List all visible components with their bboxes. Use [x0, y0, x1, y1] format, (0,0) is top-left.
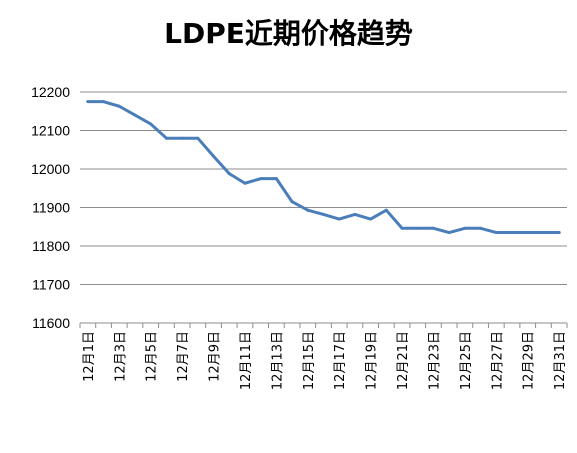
data-point: [369, 217, 373, 221]
y-axis: 11600 11700 11800 11900 12000 12100 12200: [31, 84, 70, 331]
y-tick-label: 11900: [32, 200, 70, 216]
x-tick-label: 12月21日: [396, 331, 411, 390]
data-point: [274, 177, 278, 181]
data-point: [479, 226, 483, 230]
data-point: [400, 226, 404, 230]
data-point: [227, 172, 231, 176]
x-tick-label: 12月31日: [553, 331, 568, 390]
x-tick-label: 12月29日: [522, 331, 537, 390]
x-tick-label: 12月3日: [113, 331, 128, 382]
y-tick-label: 11600: [32, 315, 70, 331]
series-line-0: [86, 100, 561, 235]
data-point: [526, 231, 530, 235]
y-tick-label: 12000: [31, 161, 70, 177]
x-tick-label: 12月23日: [427, 331, 442, 390]
data-point: [416, 226, 420, 230]
x-tick-label: 12月9日: [208, 331, 223, 382]
x-tick-label: 12月27日: [490, 331, 505, 390]
data-point: [541, 231, 545, 235]
chart-title: LDPE近期价格趋势: [164, 17, 413, 50]
x-tick-label: 12月17日: [333, 331, 348, 390]
x-tick-label: 12月19日: [365, 331, 380, 390]
data-point: [164, 136, 168, 140]
data-point: [384, 208, 388, 212]
x-axis: 12月1日 12月3日 12月5日 12月7日 12月9日 12月11日 12月13日 12月…: [79, 322, 568, 390]
data-point: [510, 231, 514, 235]
data-point: [149, 122, 153, 126]
data-point: [117, 104, 121, 108]
x-tick-label: 12月15日: [302, 331, 317, 390]
data-point: [322, 212, 325, 216]
y-tick-label: 11800: [32, 238, 70, 254]
data-point: [447, 231, 451, 235]
data-point: [212, 154, 216, 158]
data-point: [196, 136, 200, 140]
data-point: [180, 136, 184, 140]
data-point: [133, 113, 137, 117]
data-point: [557, 231, 561, 235]
data-point: [243, 181, 247, 185]
y-tick-label: 11700: [32, 277, 70, 293]
x-tick-label: 12月5日: [145, 331, 160, 382]
x-tick-label: 12月25日: [459, 331, 474, 390]
data-point: [306, 208, 310, 212]
data-point: [353, 212, 357, 216]
series-layer: [86, 100, 561, 235]
x-tick-label: 12月13日: [270, 331, 285, 390]
data-point: [86, 100, 90, 104]
y-tick-label: 12200: [31, 84, 70, 100]
data-point: [494, 231, 498, 235]
data-point: [463, 226, 467, 230]
x-tick-label: 12月7日: [176, 331, 191, 382]
x-tick-label: 12月11日: [239, 331, 254, 390]
data-point: [431, 226, 435, 230]
data-point: [290, 200, 294, 204]
data-point: [337, 217, 341, 221]
data-point: [102, 100, 106, 104]
y-tick-label: 12100: [31, 123, 70, 139]
x-tick-label: 12月1日: [82, 331, 97, 382]
data-point: [259, 177, 263, 181]
